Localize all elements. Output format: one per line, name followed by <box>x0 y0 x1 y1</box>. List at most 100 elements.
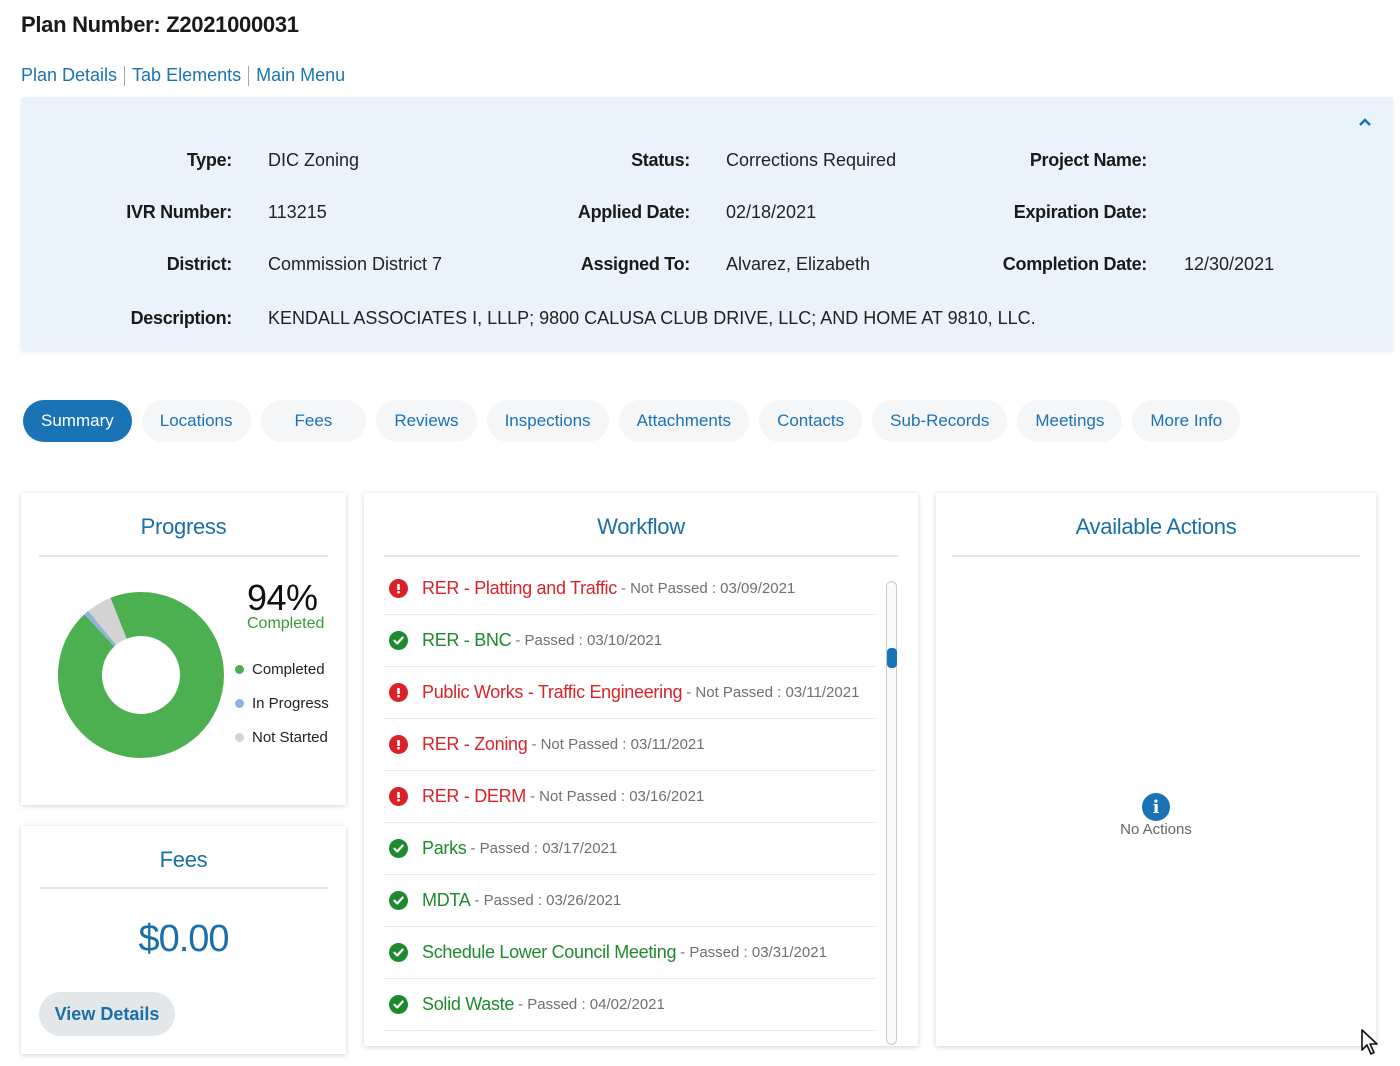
chevron-up-icon[interactable] <box>1355 113 1375 133</box>
workflow-item: Schedule Lower Council Meeting - Passed :… <box>384 927 876 979</box>
legend-dot-not-started <box>235 733 244 742</box>
workflow-item: RER - Platting and Traffic - Not Passed :… <box>384 563 876 615</box>
workflow-item-name[interactable]: Schedule Lower Council Meeting <box>422 942 677 962</box>
workflow-item: Public Works - Traffic Engineering - Not … <box>384 667 876 719</box>
page-title: Plan Number: Z2021000031 <box>21 12 299 37</box>
workflow-item-status: - Passed : 03/17/2021 <box>470 840 618 857</box>
ivr-value: 113215 <box>268 202 327 222</box>
type-value: DIC Zoning <box>268 150 360 170</box>
divider <box>384 555 898 557</box>
workflow-item-status: - Not Passed : 03/09/2021 <box>620 580 796 597</box>
available-actions-card: Available Actions i No Actions <box>936 493 1376 1046</box>
assigned-to-label: Assigned To: <box>580 254 690 274</box>
completion-date-label: Completion Date: <box>1002 254 1148 274</box>
view-details-button[interactable]: View Details <box>39 992 175 1036</box>
fees-amount: $0.00 <box>138 918 229 960</box>
check-circle-icon <box>389 995 408 1014</box>
check-circle-icon <box>389 631 408 650</box>
check-circle-icon <box>389 891 408 910</box>
workflow-title: Workflow <box>597 514 685 539</box>
tab-meetings[interactable]: Meetings <box>1017 400 1123 442</box>
workflow-item-status: - Passed : 03/26/2021 <box>474 892 622 909</box>
info-icon: i <box>1142 793 1170 821</box>
progress-percent: 94% <box>247 577 318 618</box>
workflow-scrollbar[interactable] <box>886 581 897 1045</box>
district-label: District: <box>166 254 233 274</box>
workflow-item-name[interactable]: MDTA <box>422 890 471 910</box>
workflow-item-name[interactable]: Parks <box>422 838 467 858</box>
breadcrumb-nav: Plan Details Tab Elements Main Menu <box>21 65 345 86</box>
workflow-item-status: - Passed : 04/02/2021 <box>518 996 665 1013</box>
applied-date-value: 02/18/2021 <box>726 202 817 222</box>
tab-contacts[interactable]: Contacts <box>759 400 863 442</box>
description-value: KENDALL ASSOCIATES I, LLLP; 9800 CALUSA … <box>268 308 1036 328</box>
workflow-list: RER - Platting and Traffic - Not Passed :… <box>384 563 876 1031</box>
available-actions-title: Available Actions <box>1075 514 1237 539</box>
workflow-item: RER - Zoning - Not Passed : 03/11/2021 <box>384 719 876 771</box>
status-value: Corrections Required <box>726 150 897 170</box>
tab-more-info[interactable]: More Info <box>1132 400 1241 442</box>
assigned-to-value: Alvarez, Elizabeth <box>726 254 871 274</box>
tab-reviews[interactable]: Reviews <box>376 400 477 442</box>
legend-label: Not Started <box>252 729 328 746</box>
legend-completed: Completed <box>235 661 325 678</box>
alert-icon <box>389 787 408 806</box>
workflow-item-name[interactable]: Public Works - Traffic Engineering <box>422 682 683 702</box>
workflow-item: MDTA - Passed : 03/26/2021 <box>384 875 876 927</box>
legend-dot-in-progress <box>235 699 244 708</box>
type-label: Type: <box>186 150 232 170</box>
expiration-date-label: Expiration Date: <box>1013 202 1148 222</box>
workflow-item-status: - Not Passed : 03/11/2021 <box>531 736 705 753</box>
description-label: Description: <box>130 308 233 328</box>
progress-percent-label: Completed <box>247 615 325 632</box>
no-actions-text: No Actions <box>1120 821 1192 838</box>
legend-in-progress: In Progress <box>235 695 329 712</box>
workflow-item-name[interactable]: Solid Waste <box>422 994 515 1014</box>
plan-details-panel: Type: DIC Zoning IVR Number: 113215 Dist… <box>21 97 1393 350</box>
legend-label: Completed <box>252 661 325 678</box>
workflow-item-status: - Passed : 03/10/2021 <box>515 632 663 649</box>
ivr-label: IVR Number: <box>126 202 232 222</box>
tab-elements-link[interactable]: Tab Elements <box>132 65 242 85</box>
workflow-item: RER - DERM - Not Passed : 03/16/2021 <box>384 771 876 823</box>
workflow-item-name[interactable]: RER - Platting and Traffic <box>422 578 617 598</box>
main-menu-link[interactable]: Main Menu <box>256 65 346 85</box>
tab-sub-records[interactable]: Sub-Records <box>872 400 1008 442</box>
alert-icon <box>389 683 408 702</box>
workflow-scrollbar-thumb[interactable] <box>887 648 897 668</box>
workflow-item-name[interactable]: RER - BNC <box>422 630 512 650</box>
tab-fees[interactable]: Fees <box>260 400 367 442</box>
alert-icon <box>389 579 408 598</box>
check-circle-icon <box>389 839 408 858</box>
mouse-cursor-icon <box>1361 1029 1378 1055</box>
plan-details-link[interactable]: Plan Details <box>21 65 118 85</box>
workflow-card: Workflow RER - Platting and Traffic - Not… <box>364 493 918 1046</box>
tab-bar: Summary Locations Fees Reviews Inspectio… <box>23 400 1241 442</box>
tab-summary[interactable]: Summary <box>23 400 132 442</box>
legend-not-started: Not Started <box>235 729 328 746</box>
legend-label: In Progress <box>252 695 329 712</box>
tab-inspections[interactable]: Inspections <box>486 400 609 442</box>
workflow-item: RER - BNC - Passed : 03/10/2021 <box>384 615 876 667</box>
completion-date-value: 12/30/2021 <box>1184 254 1275 274</box>
progress-donut-chart <box>58 592 224 758</box>
fees-title: Fees <box>159 847 208 872</box>
workflow-item-status: - Not Passed : 03/11/2021 <box>686 684 860 701</box>
tab-attachments[interactable]: Attachments <box>618 400 750 442</box>
progress-title: Progress <box>140 514 227 539</box>
alert-icon <box>389 735 408 754</box>
link-divider <box>248 65 250 86</box>
status-label: Status: <box>631 150 690 170</box>
workflow-item-status: - Not Passed : 03/16/2021 <box>530 788 705 805</box>
workflow-item-name[interactable]: RER - DERM <box>422 786 526 806</box>
donut-completed-segment <box>58 592 224 758</box>
workflow-item-status: - Passed : 03/31/2021 <box>680 944 827 961</box>
district-value: Commission District 7 <box>268 254 443 274</box>
divider <box>39 555 328 557</box>
link-divider <box>124 65 126 86</box>
fees-card: Fees $0.00 View Details <box>21 826 346 1054</box>
legend-dot-completed <box>235 665 244 674</box>
check-circle-icon <box>389 943 408 962</box>
workflow-item-name[interactable]: RER - Zoning <box>422 734 528 754</box>
tab-locations[interactable]: Locations <box>141 400 251 442</box>
